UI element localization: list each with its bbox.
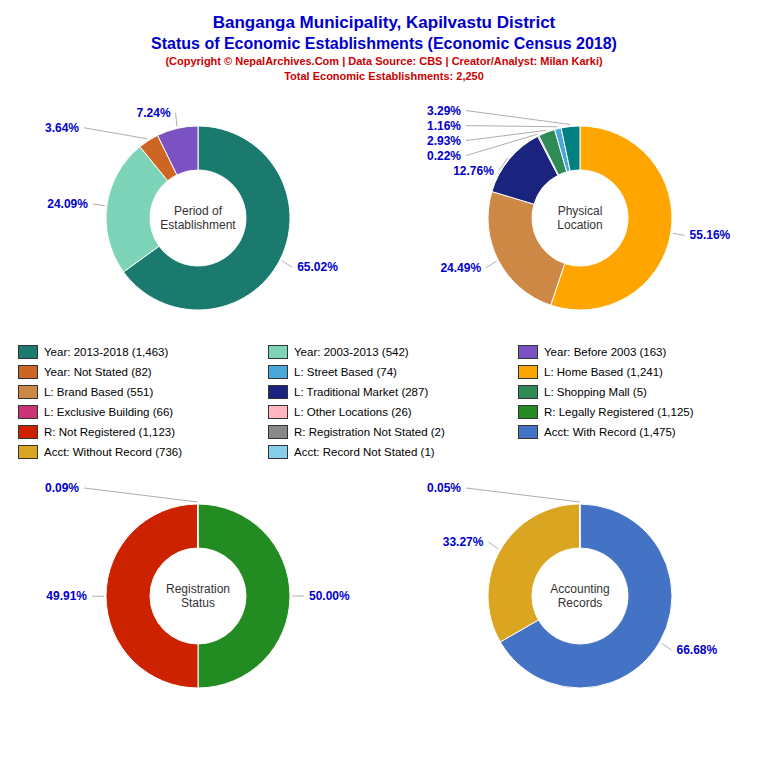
svg-text:7.24%: 7.24% — [137, 106, 171, 120]
html-text:R: Not Registered (1,123): R: Not Registered (1,123) — [44, 426, 175, 438]
html-text:R: Legally Registered (1,125): R: Legally Registered (1,125) — [544, 406, 694, 418]
html-text:Acct: Without Record (736): Acct: Without Record (736) — [44, 446, 183, 458]
svg-text:3.64%: 3.64% — [45, 121, 79, 135]
svg-text:50.00%: 50.00% — [309, 589, 350, 603]
svg-text:1.16%: 1.16% — [427, 119, 461, 133]
html-text:L: Other Locations (26): L: Other Locations (26) — [294, 406, 412, 418]
svg-text:0.05%: 0.05% — [427, 481, 461, 495]
html-text:L: Home Based (1,241): L: Home Based (1,241) — [544, 366, 663, 378]
svg-text:55.16%: 55.16% — [690, 228, 731, 242]
html-text:Year: 2003-2013 (542): Year: 2003-2013 (542) — [294, 346, 409, 358]
html-text:L: Street Based (74): L: Street Based (74) — [294, 366, 397, 378]
svg-text:PhysicalLocation: PhysicalLocation — [557, 204, 602, 232]
html-text:Year: 2013-2018 (1,463): Year: 2013-2018 (1,463) — [44, 346, 169, 358]
html-text:L: Traditional Market (287): L: Traditional Market (287) — [294, 386, 429, 398]
svg-text:Period ofEstablishment: Period ofEstablishment — [160, 204, 236, 232]
svg-text:2.93%: 2.93% — [427, 134, 461, 148]
svg-text:24.09%: 24.09% — [47, 197, 88, 211]
svg-text:RegistrationStatus: RegistrationStatus — [166, 582, 230, 610]
svg-text:49.91%: 49.91% — [46, 589, 87, 603]
html-text:(Copyright © NepalArchives.Com: (Copyright © NepalArchives.Com | Data So… — [165, 55, 603, 67]
svg-text:3.29%: 3.29% — [427, 104, 461, 118]
svg-text:12.76%: 12.76% — [453, 164, 494, 178]
svg-text:24.49%: 24.49% — [440, 261, 481, 275]
svg-text:0.09%: 0.09% — [45, 481, 79, 495]
html-text:Year: Before 2003 (163): Year: Before 2003 (163) — [544, 346, 667, 358]
svg-text:65.02%: 65.02% — [297, 260, 338, 274]
html-text:Acct: Record Not Stated (1): Acct: Record Not Stated (1) — [294, 446, 435, 458]
html-text:Year: Not Stated (82): Year: Not Stated (82) — [44, 366, 152, 378]
html-text:Banganga Municipality, Kapilva: Banganga Municipality, Kapilvastu Distri… — [212, 13, 556, 32]
svg-text:AccountingRecords: AccountingRecords — [550, 582, 609, 610]
html-text:R: Registration Not Stated (2): R: Registration Not Stated (2) — [294, 426, 445, 438]
html-text:Acct: With Record (1,475): Acct: With Record (1,475) — [544, 426, 676, 438]
html-text:Total Economic Establishments:: Total Economic Establishments: 2,250 — [284, 70, 484, 82]
html-text:L: Exclusive Building (66): L: Exclusive Building (66) — [44, 406, 174, 418]
html-text:L: Brand Based (551): L: Brand Based (551) — [44, 386, 154, 398]
html-text:Status of Economic Establishme: Status of Economic Establishments (Econo… — [151, 35, 617, 52]
svg-text:0.22%: 0.22% — [427, 149, 461, 163]
svg-text:66.68%: 66.68% — [677, 643, 718, 657]
html-text:L: Shopping Mall (5): L: Shopping Mall (5) — [544, 386, 647, 398]
svg-text:33.27%: 33.27% — [443, 535, 484, 549]
